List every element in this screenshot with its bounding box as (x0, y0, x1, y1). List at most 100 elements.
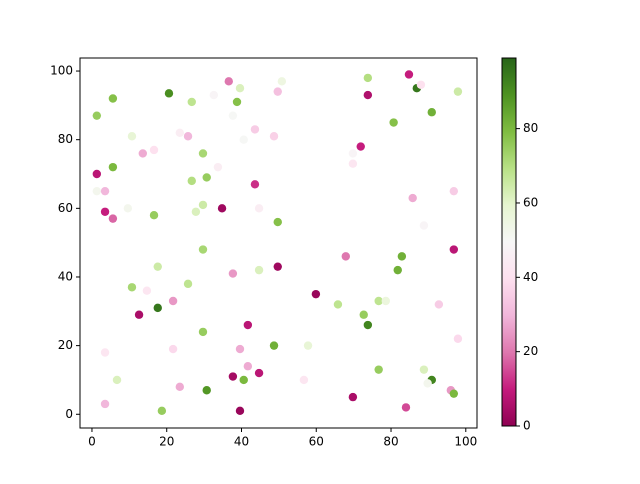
y-tick-label: 20 (58, 338, 73, 352)
point (153, 303, 162, 313)
point (273, 87, 282, 96)
point (453, 334, 463, 343)
point (153, 262, 162, 271)
point (138, 149, 148, 158)
point (183, 132, 193, 141)
point (100, 186, 110, 196)
point (254, 368, 264, 378)
point (183, 279, 193, 289)
y-tick-label: 0 (65, 407, 73, 421)
point (112, 375, 122, 385)
point (341, 252, 350, 261)
point (100, 399, 110, 409)
point (108, 162, 118, 172)
colorbar (501, 57, 517, 427)
point (157, 406, 167, 416)
point (449, 245, 459, 254)
point (243, 362, 253, 371)
point (348, 392, 358, 402)
point (202, 173, 211, 182)
point (303, 341, 313, 350)
point (175, 128, 185, 138)
point (198, 327, 208, 337)
point (239, 375, 248, 385)
plot-area (92, 70, 463, 416)
point (149, 145, 159, 155)
point (239, 135, 248, 144)
point (168, 344, 178, 354)
point (401, 403, 411, 412)
point (187, 176, 196, 186)
point (419, 221, 429, 230)
point (416, 80, 426, 89)
point (142, 286, 152, 295)
point (273, 217, 282, 227)
point (363, 73, 373, 83)
point (224, 77, 233, 86)
point (92, 111, 102, 120)
point (168, 296, 178, 306)
point (363, 320, 373, 330)
point (374, 296, 383, 306)
point (449, 186, 459, 196)
point (217, 204, 227, 213)
colorbar-tick-label: 0 (523, 419, 531, 433)
point (250, 125, 260, 134)
point (273, 262, 282, 271)
point (333, 300, 343, 309)
y-tick-label: 80 (58, 132, 73, 146)
point (393, 265, 402, 275)
point (175, 382, 185, 392)
point (198, 245, 208, 254)
point (228, 372, 238, 381)
point (232, 97, 242, 107)
point (453, 87, 463, 96)
x-tick-label: 0 (88, 435, 96, 449)
point (356, 142, 365, 151)
point (164, 89, 174, 98)
point (127, 283, 137, 292)
point (228, 111, 238, 120)
point (254, 204, 264, 213)
point (123, 204, 133, 213)
point (311, 289, 321, 299)
point (198, 149, 208, 158)
point (187, 97, 196, 107)
point (149, 210, 159, 220)
point (359, 310, 368, 319)
x-tick-label: 80 (383, 435, 398, 449)
x-tick-label: 20 (159, 435, 174, 449)
point (254, 265, 264, 275)
point (198, 200, 208, 210)
point (404, 70, 414, 79)
point (277, 77, 287, 86)
y-tick-label: 60 (58, 201, 73, 215)
point (191, 207, 201, 216)
point (363, 90, 373, 100)
x-tick-label: 100 (454, 435, 477, 449)
point (389, 118, 398, 127)
point (408, 193, 417, 203)
point (374, 365, 383, 374)
point (299, 375, 309, 385)
point (269, 132, 279, 141)
point (419, 365, 429, 374)
point (243, 320, 253, 330)
point (108, 214, 118, 223)
point (228, 269, 238, 278)
point (235, 344, 245, 354)
point (213, 162, 223, 172)
point (100, 348, 110, 357)
axes-frame (79, 57, 478, 429)
point (397, 252, 407, 261)
point (92, 169, 102, 179)
point (100, 207, 110, 216)
colorbar-tick-label: 80 (523, 121, 538, 135)
y-tick-label: 100 (50, 64, 73, 78)
point (434, 300, 444, 309)
point (348, 149, 358, 158)
y-tick-label: 40 (58, 269, 73, 283)
point (381, 296, 390, 306)
